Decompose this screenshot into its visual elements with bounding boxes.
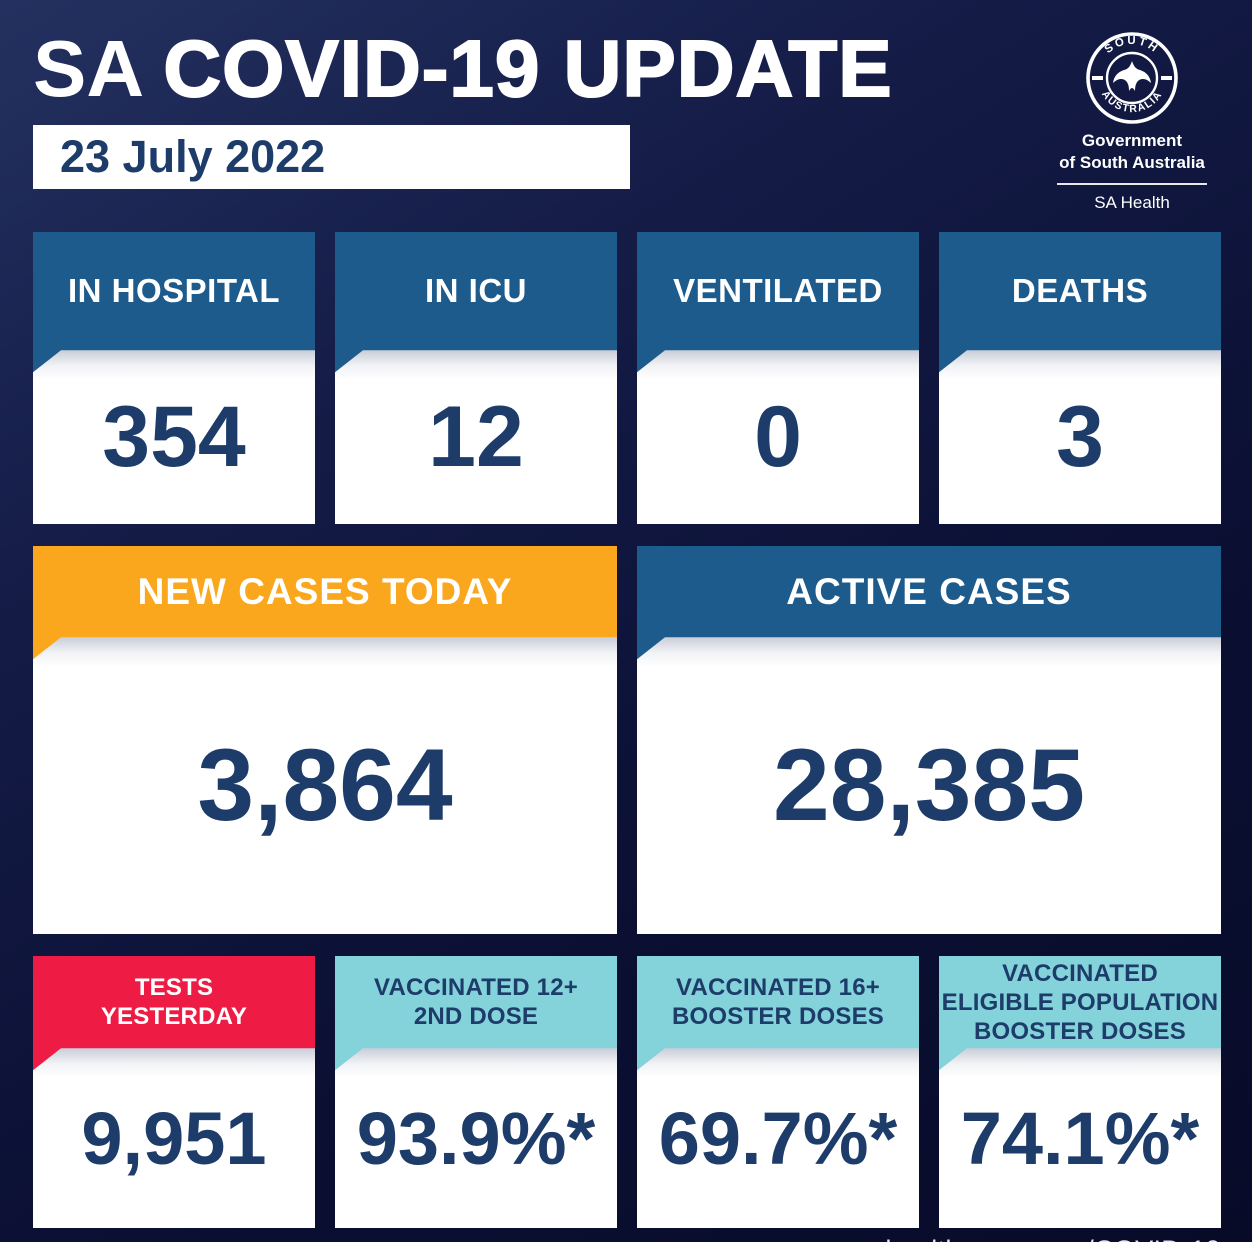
card-header: VACCINATED 12+ 2ND DOSE [335,956,617,1049]
page-title-prefix: SA [33,24,142,113]
card-value: 69.7%* [658,1096,898,1180]
stat-card-label: VENTILATED [673,272,883,310]
stat-card-value: 12 [428,388,524,485]
date-text: 23 July 2022 [60,130,326,182]
card-body: 9,951 [33,1048,315,1229]
card-value-panel: 3,864 [33,637,617,935]
card-label: TESTS YESTERDAY [101,973,247,1031]
sa-health-text: SA Health [1094,193,1170,213]
card-value-panel: 3 [939,350,1221,525]
card-value-panel: 93.9%* [335,1048,617,1229]
card-header: VACCINATED 16+ BOOSTER DOSES [637,956,919,1049]
government-text-line2: of South Australia [1059,153,1205,173]
card-value-panel: 0 [637,350,919,525]
card-body: 3,864 [33,637,617,935]
card-value: 74.1%* [960,1096,1200,1180]
card-vaccinated-eligible-booster: VACCINATED ELIGIBLE POPULATION BOOSTER D… [939,956,1221,1229]
card-body: 74.1%* [939,1048,1221,1229]
card-label: NEW CASES TODAY [137,570,513,612]
stat-card-deaths: DEATHS 3 [939,232,1221,525]
card-value-panel: 12 [335,350,617,525]
cases-row: NEW CASES TODAY 3,864 ACTIVE CASES 28,38… [33,546,1221,935]
stat-card-in-hospital: IN HOSPITAL 354 [33,232,315,525]
card-body: 0 [637,350,919,525]
card-header: IN HOSPITAL [33,232,315,351]
footer-url: sahealth.sa.gov.au/COVID-19 [33,1235,1221,1242]
card-label-line: VACCINATED 16+ [676,974,880,1002]
card-header: NEW CASES TODAY [33,546,617,638]
government-text: Government of South Australia [1059,130,1205,174]
sa-government-seal-icon: SOUTH AUSTRALIA [1086,32,1178,124]
card-value-panel: 28,385 [637,637,1221,935]
card-label-line: BOOSTER DOSES [974,1017,1186,1045]
card-value-panel: 354 [33,350,315,525]
card-value-panel: 74.1%* [939,1048,1221,1229]
date-bar: 23 July 2022 [33,124,630,189]
card-label-line: YESTERDAY [100,1003,248,1031]
card-vaccinated-12-plus-2nd-dose: VACCINATED 12+ 2ND DOSE 93.9%* [335,956,617,1229]
card-label-line: BOOSTER DOSES [672,1003,884,1031]
card-header: TESTS YESTERDAY [33,956,315,1049]
stat-card-value: 3 [1056,388,1104,485]
card-value: 9,951 [81,1096,267,1180]
card-body: 354 [33,350,315,525]
page-title-main: COVID-19 UPDATE [162,24,893,113]
stat-card-ventilated: VENTILATED 0 [637,232,919,525]
card-label: VACCINATED 12+ 2ND DOSE [374,973,578,1031]
card-label: VACCINATED ELIGIBLE POPULATION BOOSTER D… [942,959,1219,1046]
stat-card-value: 354 [102,388,246,485]
card-tests-yesterday: TESTS YESTERDAY 9,951 [33,956,315,1229]
sa-government-logo: SOUTH AUSTRALIA Government of South Aust… [1043,20,1221,213]
card-value: 28,385 [773,728,1085,843]
card-header: VENTILATED [637,232,919,351]
card-header: VACCINATED ELIGIBLE POPULATION BOOSTER D… [939,956,1221,1049]
government-text-line1: Government [1081,131,1183,150]
stat-card-label: IN HOSPITAL [67,272,281,310]
card-label-line: 2ND DOSE [413,1003,539,1031]
card-value-panel: 69.7%* [637,1048,919,1229]
logo-divider [1057,183,1207,186]
card-new-cases-today: NEW CASES TODAY 3,864 [33,546,617,935]
stat-card-value: 0 [754,388,802,485]
stat-card-label: IN ICU [425,272,527,310]
card-body: 93.9%* [335,1048,617,1229]
tests-vaccination-row: TESTS YESTERDAY 9,951 VACCINATED 12+ 2ND… [33,956,1221,1229]
card-label-line: VACCINATED 12+ [374,974,578,1002]
card-active-cases: ACTIVE CASES 28,385 [637,546,1221,935]
card-label: VACCINATED 16+ BOOSTER DOSES [672,973,884,1031]
card-label: ACTIVE CASES [786,570,1072,612]
stat-card-in-icu: IN ICU 12 [335,232,617,525]
header-left: SA COVID-19 UPDATE 23 July 2022 [33,20,893,189]
piping-shrike-bird-icon [1113,61,1151,91]
card-body: 28,385 [637,637,1221,935]
card-body: 12 [335,350,617,525]
card-value: 93.9%* [356,1096,596,1180]
page-title: SA COVID-19 UPDATE [33,27,893,111]
card-vaccinated-16-plus-booster: VACCINATED 16+ BOOSTER DOSES 69.7%* [637,956,919,1229]
card-body: 3 [939,350,1221,525]
card-label-line: VACCINATED [1002,959,1158,987]
card-header: IN ICU [335,232,617,351]
card-label-line: ELIGIBLE POPULATION [941,988,1219,1016]
card-value: 3,864 [197,728,453,843]
card-value-panel: 9,951 [33,1048,315,1229]
card-header: ACTIVE CASES [637,546,1221,638]
card-label-line: TESTS [134,974,214,1002]
hospital-stats-row: IN HOSPITAL 354 IN ICU 12 VENTILATED [33,232,1221,525]
card-header: DEATHS [939,232,1221,351]
card-body: 69.7%* [637,1048,919,1229]
stat-card-label: DEATHS [1011,272,1149,310]
header: SA COVID-19 UPDATE 23 July 2022 SOUTH AU… [33,20,1221,213]
